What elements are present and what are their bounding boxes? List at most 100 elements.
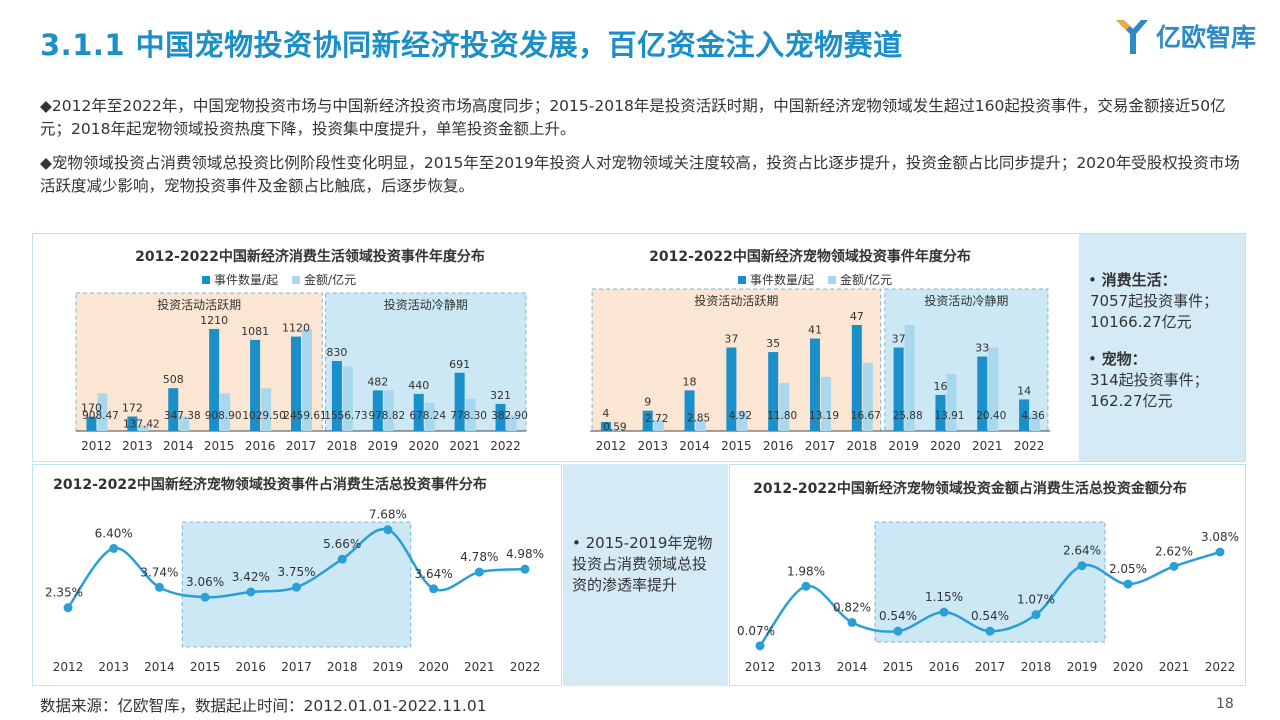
chart4-point [847, 617, 857, 627]
chart1-label-amount: 908.90 [205, 410, 242, 422]
legend-swatch-dark [738, 275, 746, 284]
data-source: 数据来源：亿欧智库，数据起止时间：2012.01.01-2022.11.01 [40, 697, 487, 715]
chart1-tick-label: 2015 [204, 439, 235, 453]
chart3-title: 2012-2022中国新经济宠物领域投资事件占消费生活总投资事件分布 [53, 477, 487, 493]
bullet-1: ◆2012年至2022年，中国宠物投资市场与中国新经济投资市场高度同步；2015… [40, 97, 1226, 138]
chart2-label-events: 14 [1017, 384, 1031, 397]
chart1-bar-events [250, 339, 261, 431]
chart1-tick-label: 2022 [490, 439, 521, 453]
chart3-data-label: 4.98% [506, 547, 544, 561]
chart2-bar-events [893, 347, 904, 431]
chart3-tick-label: 2013 [98, 660, 129, 674]
mid-notes-panel [563, 464, 728, 686]
chart2-tick-label: 2015 [721, 439, 752, 453]
chart2-tick-label: 2014 [679, 439, 710, 453]
chart2-label-amount: 20.40 [976, 410, 1006, 422]
chart3-tick-label: 2017 [281, 660, 312, 674]
chart3-point [337, 554, 347, 564]
chart4-period-box [874, 521, 1106, 643]
chart3-data-label: 3.74% [140, 565, 178, 579]
chart2-label-amount: 4.36 [1021, 410, 1045, 422]
chart1-tick-label: 2021 [449, 439, 480, 453]
mid-note: • 2015-2019年宠物投资占消费领域总投资的渗透率提升 [572, 534, 713, 594]
chart3-point [520, 564, 530, 574]
chart3-point [246, 587, 256, 597]
chart1-label-events: 1081 [241, 325, 269, 338]
chart4-data-label: 2.64% [1063, 544, 1101, 558]
chart2-tick-label: 2022 [1014, 439, 1045, 453]
chart3-tick-label: 2015 [190, 660, 221, 674]
chart4-data-label: 0.54% [971, 609, 1009, 623]
chart1-tick-label: 2014 [163, 439, 194, 453]
chart2-tick-label: 2020 [930, 439, 961, 453]
chart1-bar-amount [506, 415, 517, 431]
logo-text: 亿欧智库 [1156, 23, 1257, 52]
pet-text: 314起投资事件；162.27亿元 [1090, 371, 1209, 410]
pet-label: 宠物： [1101, 350, 1147, 368]
chart4-data-label: 1.98% [787, 564, 825, 578]
chart4-tick-label: 2019 [1067, 660, 1098, 674]
chart1-tick-label: 2018 [327, 439, 358, 453]
chart3-point [63, 603, 73, 613]
chart1-bar-events [127, 416, 138, 431]
chart3-tick-label: 2016 [236, 660, 267, 674]
page-title: 3.1.1 中国宠物投资协同新经济投资发展，百亿资金注入宠物赛道 [40, 28, 903, 62]
chart3-point [154, 582, 164, 592]
chart3-point [429, 584, 439, 594]
chart2-label-events: 4 [602, 407, 609, 420]
chart4-tick-label: 2015 [883, 660, 914, 674]
chart1-bar-events [413, 393, 424, 431]
chart1-legend-amount: 金额/亿元 [304, 273, 357, 287]
chart4-tick-label: 2012 [745, 660, 776, 674]
chart1-bar-events [86, 416, 97, 431]
chart2-label-events: 47 [850, 310, 864, 323]
chart1-bar-amount [302, 329, 312, 431]
chart1-bar-amount [342, 366, 353, 431]
chart2-legend: 事件数量/起 金额/亿元 [732, 271, 892, 288]
chart2-label-amount: 13.91 [934, 410, 964, 422]
mid-note-text: 2015-2019年宠物投资占消费领域总投资的渗透率提升 [572, 534, 713, 594]
chart1-label-events: 508 [163, 373, 184, 386]
chart3-data-label: 5.66% [323, 537, 361, 551]
legend-swatch-light [292, 275, 301, 284]
chart2-period-label: 投资活动冷静期 [924, 293, 1008, 308]
chart1-bar-events [168, 388, 179, 431]
chart4-point [755, 641, 765, 651]
chart4-tick-label: 2014 [837, 660, 868, 674]
chart1-label-events: 1210 [200, 314, 228, 327]
top-panel [32, 233, 1246, 462]
chart3-data-label: 6.40% [95, 526, 133, 540]
bullet-2: ◆宠物领域投资占消费领域总投资比例阶段性变化明显，2015年至2019年投资人对… [40, 154, 1240, 195]
consumer-note: • 消费生活： [1088, 271, 1177, 289]
side-notes-panel [1079, 234, 1245, 461]
chart2-legend-events: 事件数量/起 [750, 273, 815, 287]
chart2-label-amount: 2.85 [687, 412, 710, 424]
chart2-label-amount: 25.88 [893, 410, 923, 422]
legend-swatch-dark [202, 275, 210, 284]
chart3-tick-label: 2020 [418, 660, 449, 674]
chart4-tick-label: 2013 [791, 660, 822, 674]
chart1-label-events: 1120 [282, 322, 310, 335]
chart4-point [1169, 561, 1179, 571]
page-number: 18 [1216, 696, 1234, 712]
chart3-point [383, 525, 393, 535]
chart1-bar-amount [179, 416, 190, 431]
logo-mark-icon [1116, 20, 1148, 54]
chart2-label-amount: 0.59 [603, 422, 626, 434]
chart2-label-amount: 13.19 [809, 410, 839, 422]
chart4-point [1123, 579, 1133, 589]
chart4-point [985, 626, 995, 636]
chart2-period-label: 投资活动活跃期 [694, 293, 778, 308]
chart3-data-label: 4.78% [460, 550, 498, 564]
chart1-tick-label: 2012 [81, 439, 112, 453]
chart2-title: 2012-2022中国新经济宠物领域投资事件年度分布 [649, 249, 971, 265]
chart2-bar-events [977, 356, 988, 431]
chart1-bar-events [372, 390, 383, 431]
chart2-tick-label: 2019 [888, 439, 919, 453]
chart2-bar-events [851, 325, 862, 431]
chart3-point [292, 582, 301, 592]
chart2-tick-label: 2013 [637, 439, 668, 453]
chart4-tick-label: 2016 [929, 660, 960, 674]
chart3-data-label: 3.75% [277, 565, 315, 579]
